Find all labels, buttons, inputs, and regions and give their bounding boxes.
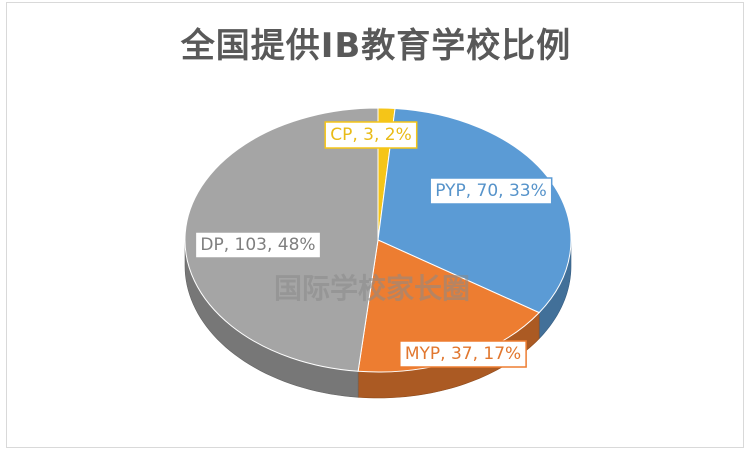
- data-label-box: [194, 231, 322, 259]
- data-label-text: MYP, 37, 17%: [405, 344, 521, 364]
- data-labels: CP, 3, 2% PYP, 70, 33% MYP, 37, 17% DP, 103…: [194, 121, 553, 368]
- data-label-myp: MYP, 37, 17%: [399, 340, 527, 368]
- data-label-pyp: PYP, 70, 33%: [429, 177, 553, 205]
- chart-title: 全国提供IB教育学校比例: [180, 26, 572, 66]
- data-label-dp: DP, 103, 48%: [194, 231, 322, 259]
- data-label-box: [429, 177, 553, 205]
- data-label-box: [324, 121, 418, 149]
- watermark-text: 国际学校家长圈: [274, 272, 470, 305]
- data-label-cp: CP, 3, 2%: [324, 121, 418, 149]
- data-label-text: PYP, 70, 33%: [435, 181, 547, 201]
- data-label-box: [399, 340, 527, 368]
- data-label-text: DP, 103, 48%: [200, 235, 315, 255]
- data-label-text: CP, 3, 2%: [330, 125, 412, 145]
